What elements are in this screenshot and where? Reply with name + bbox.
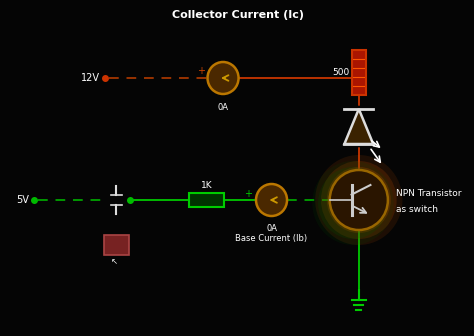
Text: Base Current (Ib): Base Current (Ib): [236, 234, 308, 243]
Text: Collector Current (Ic): Collector Current (Ic): [172, 10, 303, 20]
Circle shape: [318, 167, 388, 239]
Text: 12V: 12V: [81, 73, 100, 83]
Polygon shape: [345, 109, 373, 144]
Text: 5V: 5V: [16, 195, 29, 205]
Circle shape: [327, 167, 391, 233]
Text: as switch: as switch: [396, 206, 438, 214]
Text: 0A: 0A: [218, 103, 228, 112]
Text: 500: 500: [332, 68, 349, 77]
Text: 0A: 0A: [266, 224, 277, 233]
Text: +: +: [197, 66, 205, 76]
Bar: [104, 235, 129, 255]
Circle shape: [321, 161, 397, 239]
Circle shape: [312, 161, 394, 245]
Text: ↖: ↖: [111, 257, 118, 266]
Bar: [189, 193, 224, 207]
Text: NPN Transistor: NPN Transistor: [396, 190, 461, 199]
Circle shape: [256, 184, 287, 216]
Circle shape: [208, 62, 238, 94]
Circle shape: [315, 155, 402, 245]
Text: 1K: 1K: [201, 181, 212, 190]
Text: +: +: [244, 189, 252, 199]
Bar: [352, 50, 366, 95]
Circle shape: [330, 170, 388, 230]
